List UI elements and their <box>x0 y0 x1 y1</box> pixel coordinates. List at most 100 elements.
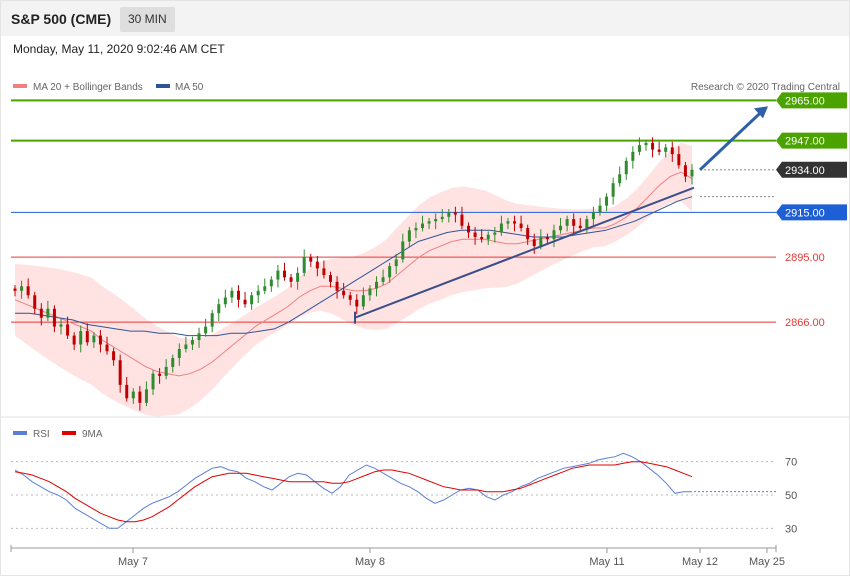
candle-body-34 <box>236 290 240 300</box>
x-tick-label-2: May 11 <box>589 556 624 568</box>
candle-body-53 <box>361 295 365 307</box>
candle-body-99 <box>664 147 668 152</box>
rsi-tick-2: 30 <box>785 523 797 535</box>
candle-body-11 <box>85 331 89 343</box>
candle-body-92 <box>618 174 622 184</box>
candle-body-60 <box>407 230 411 242</box>
level-label-5: 2866.00 <box>785 317 825 329</box>
candle-body-88 <box>591 212 595 220</box>
candle-body-72 <box>486 234 490 240</box>
candle-body-62 <box>421 223 425 229</box>
candle-body-44 <box>302 257 306 273</box>
candle-body-6 <box>52 308 56 327</box>
rsi-line <box>14 452 692 529</box>
candle-body-70 <box>473 232 477 237</box>
candle-body-13 <box>98 335 102 345</box>
target-arrow-head <box>754 106 768 119</box>
candle-body-32 <box>223 297 227 305</box>
candle-body-86 <box>578 225 582 229</box>
candle-body-81 <box>545 237 549 240</box>
legend-ma50-label: MA 50 <box>175 82 204 93</box>
candle-body-9 <box>72 335 76 345</box>
candle-body-98 <box>657 149 661 152</box>
candle-body-51 <box>348 295 352 300</box>
x-tick-label-3: May 12 <box>682 556 718 568</box>
candle-body-42 <box>289 277 293 282</box>
timeframe-badge[interactable]: 30 MIN <box>120 7 175 32</box>
candle-body-12 <box>92 335 96 343</box>
candle-body-56 <box>381 277 385 282</box>
candle-body-41 <box>282 270 286 278</box>
level-tag-3 <box>776 204 847 221</box>
candle-body-67 <box>453 212 457 215</box>
legend-swatch-rsi <box>13 431 27 435</box>
candle-body-76 <box>513 221 517 224</box>
candle-body-38 <box>263 286 267 291</box>
candle-body-20 <box>144 389 148 403</box>
candle-body-0 <box>13 288 17 291</box>
candle-body-43 <box>296 272 300 282</box>
candle-body-85 <box>572 219 576 226</box>
candle-body-2 <box>26 286 30 296</box>
candle-body-24 <box>171 357 175 367</box>
candle-body-35 <box>243 299 247 305</box>
candle-body-68 <box>460 214 464 226</box>
candle-body-71 <box>480 237 484 240</box>
candle-body-18 <box>131 391 135 399</box>
candle-body-25 <box>177 349 181 358</box>
legend-swatch-ma20 <box>13 84 27 88</box>
candle-body-63 <box>427 221 431 224</box>
candle-body-90 <box>605 196 609 206</box>
candle-body-75 <box>506 221 510 224</box>
candle-body-26 <box>184 344 188 350</box>
candle-body-50 <box>342 290 346 296</box>
candle-body-17 <box>125 384 129 399</box>
candle-body-57 <box>388 266 392 278</box>
legend-ma20-label: MA 20 + Bollinger Bands <box>33 82 143 93</box>
level-tag-1 <box>776 132 847 149</box>
x-axis: May 7 May 8 May 11 May 12 May 25 <box>10 545 785 568</box>
candle-body-94 <box>631 151 635 161</box>
candle-body-73 <box>493 232 497 235</box>
candle-body-74 <box>499 223 503 233</box>
timestamp: Monday, May 11, 2020 9:02:46 AM CET <box>13 42 225 56</box>
candle-body-8 <box>66 324 70 336</box>
candle-body-97 <box>651 142 655 150</box>
candle-body-96 <box>644 142 648 146</box>
candle-body-65 <box>440 216 444 220</box>
candle-body-14 <box>105 344 109 352</box>
x-tick-label-1: May 8 <box>355 556 385 568</box>
candle-body-16 <box>118 360 122 385</box>
candle-body-4 <box>39 308 43 318</box>
target-arrow-shaft <box>698 110 764 171</box>
candle-body-84 <box>565 219 569 226</box>
level-tag-0 <box>776 92 847 109</box>
candle-body-102 <box>683 165 687 177</box>
candlesticks <box>13 137 694 411</box>
candle-body-10 <box>79 331 83 345</box>
candle-body-5 <box>46 308 50 318</box>
support-trendline <box>354 186 695 319</box>
candle-body-93 <box>624 160 628 175</box>
x-tick-label-4: May 25 <box>749 556 785 568</box>
level-label-4: 2895.00 <box>785 252 825 264</box>
bollinger-band-fill <box>15 142 692 417</box>
candle-body-22 <box>158 373 162 376</box>
candle-body-30 <box>210 313 214 327</box>
candle-body-21 <box>151 373 155 390</box>
candle-body-36 <box>250 295 254 305</box>
candle-body-23 <box>164 366 168 376</box>
candle-body-7 <box>59 324 63 327</box>
candle-body-54 <box>368 288 372 296</box>
level-label-3: 2915.00 <box>785 207 825 219</box>
instrument-title: S&P 500 (CME) <box>11 11 112 27</box>
candle-body-29 <box>204 326 208 334</box>
candle-body-66 <box>447 212 451 217</box>
x-tick-label-0: May 7 <box>118 556 148 568</box>
level-labels: 2965.00 2947.00 2934.00 2915.00 2895.00 2866.… <box>776 92 847 329</box>
candle-body-101 <box>677 154 681 166</box>
rsi-ma-line <box>14 461 693 523</box>
candle-body-19 <box>138 391 142 403</box>
candle-body-95 <box>637 145 641 152</box>
